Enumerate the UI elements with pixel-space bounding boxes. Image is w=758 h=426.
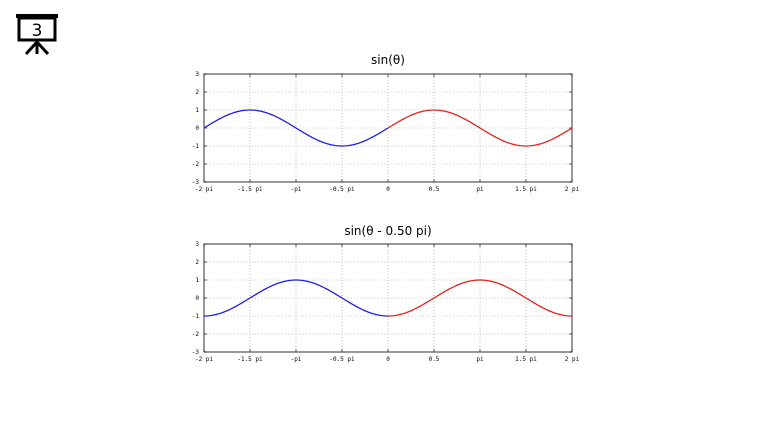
series-line-0 bbox=[203, 109, 389, 147]
series-line-0 bbox=[203, 279, 389, 317]
y-tick-label: -1 bbox=[192, 143, 200, 150]
x-tick-label: -2 pi bbox=[195, 356, 213, 363]
x-tick-label: 0 bbox=[386, 356, 390, 363]
slide-number: 3 bbox=[32, 21, 43, 41]
chart-title: sin(θ) bbox=[371, 53, 405, 67]
x-tick-label: 1.5 pi bbox=[515, 356, 537, 363]
chart-0: sin(θ) -2 pi -1.5 pi -pi -0.5 pi 0 0.5 pi 1.5 pi… bbox=[192, 53, 580, 193]
chart-title: sin(θ - 0.50 pi) bbox=[344, 224, 431, 238]
y-tick-label: 2 bbox=[195, 89, 199, 96]
x-tick-label: -pi bbox=[291, 356, 302, 363]
x-tick-label: 2 pi bbox=[565, 356, 580, 363]
x-tick-label: -0.5 pi bbox=[329, 356, 355, 363]
series-line-1 bbox=[387, 109, 573, 147]
y-tick-label: 2 bbox=[195, 259, 199, 266]
x-tick-label: -1.5 pi bbox=[237, 356, 263, 363]
y-tick-label: 0 bbox=[195, 125, 199, 132]
x-tick-label: 0 bbox=[386, 186, 390, 193]
x-tick-label: pi bbox=[476, 186, 484, 193]
chart-1: sin(θ - 0.50 pi) -2 pi -1.5 pi -pi -0.5 pi 0 0… bbox=[192, 224, 580, 363]
y-tick-label: 0 bbox=[195, 295, 199, 302]
x-tick-label: pi bbox=[476, 356, 484, 363]
y-tick-label: -3 bbox=[192, 349, 200, 356]
y-tick-label: 1 bbox=[195, 107, 199, 114]
y-tick-label: -2 bbox=[192, 331, 200, 338]
x-tick-label: -2 pi bbox=[195, 186, 213, 193]
x-tick-label: -pi bbox=[291, 186, 302, 193]
y-tick-label: 3 bbox=[195, 241, 199, 248]
x-tick-label: 1.5 pi bbox=[515, 186, 537, 193]
y-tick-label: 1 bbox=[195, 277, 199, 284]
series-line-1 bbox=[387, 279, 573, 317]
y-tick-label: -3 bbox=[192, 179, 200, 186]
x-tick-label: -0.5 pi bbox=[329, 186, 355, 193]
x-tick-label: 2 pi bbox=[565, 186, 580, 193]
y-tick-label: -1 bbox=[192, 313, 200, 320]
x-tick-label: 0.5 bbox=[429, 356, 440, 363]
x-tick-label: -1.5 pi bbox=[237, 186, 263, 193]
y-tick-label: 3 bbox=[195, 71, 199, 78]
y-tick-label: -2 bbox=[192, 161, 200, 168]
presentation-board-icon: 3 bbox=[14, 10, 62, 58]
x-tick-label: 0.5 bbox=[429, 186, 440, 193]
